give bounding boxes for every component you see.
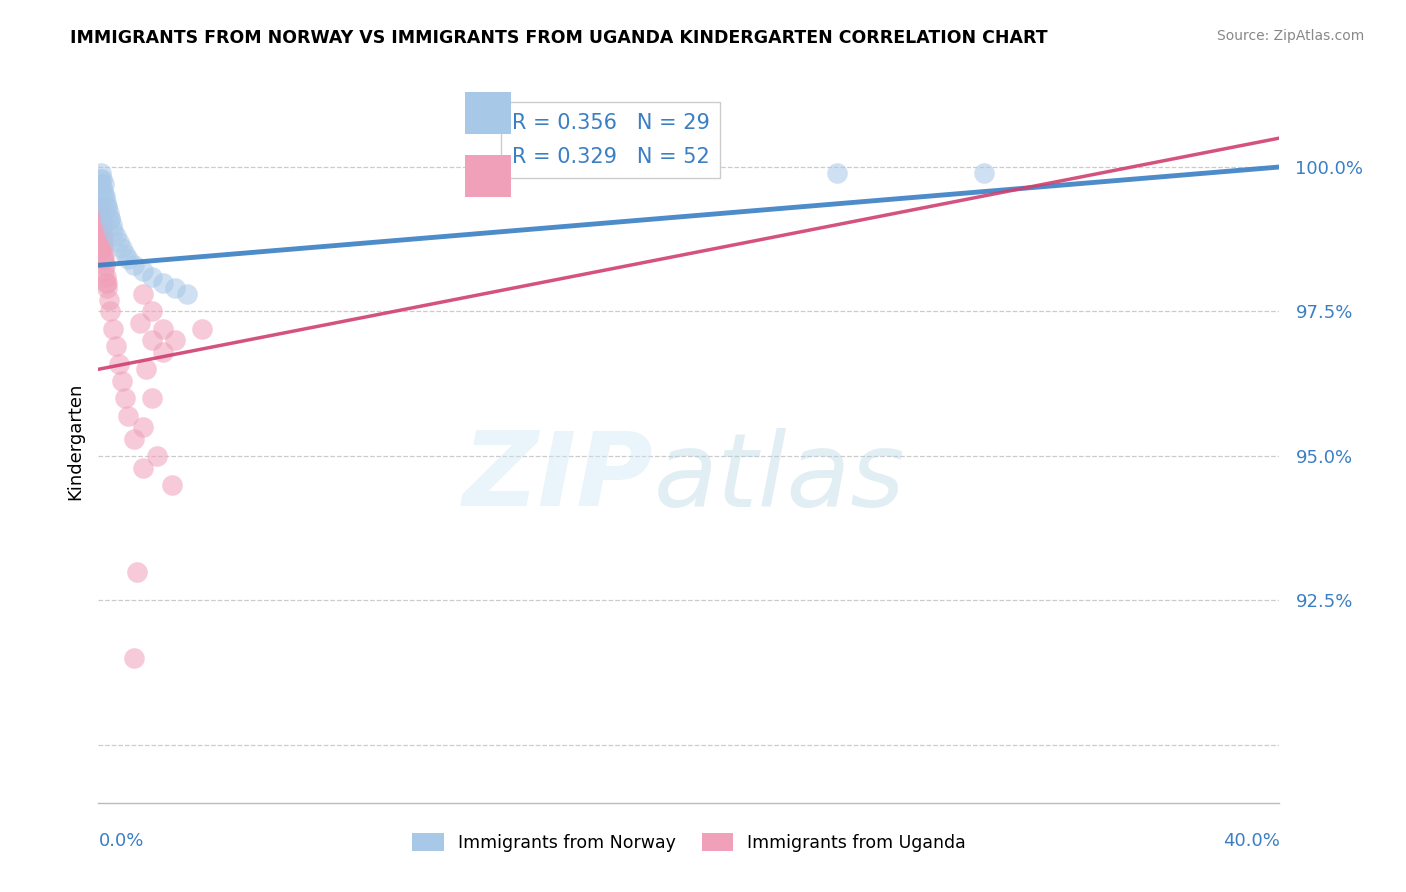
Point xyxy=(135,362,157,376)
Point xyxy=(97,293,120,307)
Point xyxy=(103,322,125,336)
Point xyxy=(96,201,118,215)
Point xyxy=(87,201,110,215)
Point xyxy=(973,166,995,180)
Point xyxy=(152,276,174,290)
Point xyxy=(89,206,111,220)
Point xyxy=(132,264,155,278)
Point xyxy=(98,212,121,227)
Text: atlas: atlas xyxy=(654,427,905,528)
Point xyxy=(90,178,112,192)
Point xyxy=(94,269,117,284)
Point xyxy=(108,357,131,371)
Legend: Immigrants from Norway, Immigrants from Uganda: Immigrants from Norway, Immigrants from … xyxy=(405,827,973,859)
Point xyxy=(114,246,136,260)
Point xyxy=(103,223,125,237)
Point xyxy=(91,171,114,186)
Point xyxy=(91,252,114,267)
Point xyxy=(132,460,155,475)
Point xyxy=(162,478,183,492)
Point xyxy=(141,269,163,284)
Point xyxy=(132,420,155,434)
Point xyxy=(141,334,163,348)
Point xyxy=(125,565,148,579)
Point xyxy=(122,651,145,665)
Text: ZIP: ZIP xyxy=(463,427,654,528)
Point xyxy=(90,223,112,237)
Point xyxy=(191,322,214,336)
Point xyxy=(114,391,136,405)
Point xyxy=(89,194,111,209)
Text: R = 0.356   N = 29
R = 0.329   N = 52: R = 0.356 N = 29 R = 0.329 N = 52 xyxy=(512,112,710,167)
Point xyxy=(98,212,121,227)
Point xyxy=(117,409,139,423)
Point xyxy=(93,246,115,260)
Point xyxy=(117,252,139,267)
Point xyxy=(93,252,115,267)
Point xyxy=(111,374,134,388)
Point xyxy=(132,287,155,301)
Point xyxy=(93,178,115,192)
Point xyxy=(89,171,111,186)
Point xyxy=(122,258,145,272)
Point xyxy=(90,229,112,244)
Point xyxy=(91,241,114,255)
Point xyxy=(91,218,114,232)
Point xyxy=(111,241,134,255)
Point xyxy=(105,229,128,244)
FancyBboxPatch shape xyxy=(464,92,510,135)
Point xyxy=(96,281,118,295)
FancyBboxPatch shape xyxy=(464,154,510,197)
Point xyxy=(91,229,114,244)
Point xyxy=(91,229,114,244)
Point xyxy=(176,287,198,301)
Point xyxy=(100,218,122,232)
Point xyxy=(141,304,163,318)
Text: Source: ZipAtlas.com: Source: ZipAtlas.com xyxy=(1216,29,1364,43)
Text: 0.0%: 0.0% xyxy=(98,831,143,850)
Point xyxy=(91,183,114,197)
Point xyxy=(90,166,112,180)
Point xyxy=(98,304,121,318)
Point xyxy=(89,212,111,227)
Point xyxy=(90,218,112,232)
Point xyxy=(146,449,169,463)
Text: IMMIGRANTS FROM NORWAY VS IMMIGRANTS FROM UGANDA KINDERGARTEN CORRELATION CHART: IMMIGRANTS FROM NORWAY VS IMMIGRANTS FRO… xyxy=(70,29,1047,46)
Point xyxy=(108,235,131,249)
Point xyxy=(165,281,187,295)
Point xyxy=(91,241,114,255)
Point xyxy=(89,201,111,215)
Point xyxy=(96,276,118,290)
Point xyxy=(93,235,115,249)
Point xyxy=(94,194,117,209)
Point xyxy=(90,218,112,232)
Point xyxy=(141,391,163,405)
Point xyxy=(152,322,174,336)
Point xyxy=(90,212,112,227)
Point xyxy=(105,339,128,353)
Y-axis label: Kindergarten: Kindergarten xyxy=(66,383,84,500)
Point xyxy=(90,206,112,220)
Point xyxy=(93,189,115,203)
Point xyxy=(152,345,174,359)
Point xyxy=(825,166,848,180)
Point xyxy=(96,201,118,215)
Point xyxy=(165,334,187,348)
Point xyxy=(94,276,117,290)
Point xyxy=(128,316,150,330)
Point xyxy=(93,264,115,278)
Text: 40.0%: 40.0% xyxy=(1223,831,1279,850)
Point xyxy=(97,206,120,220)
Point xyxy=(94,258,117,272)
Point xyxy=(91,235,114,249)
Point xyxy=(94,189,117,203)
Point xyxy=(122,432,145,446)
